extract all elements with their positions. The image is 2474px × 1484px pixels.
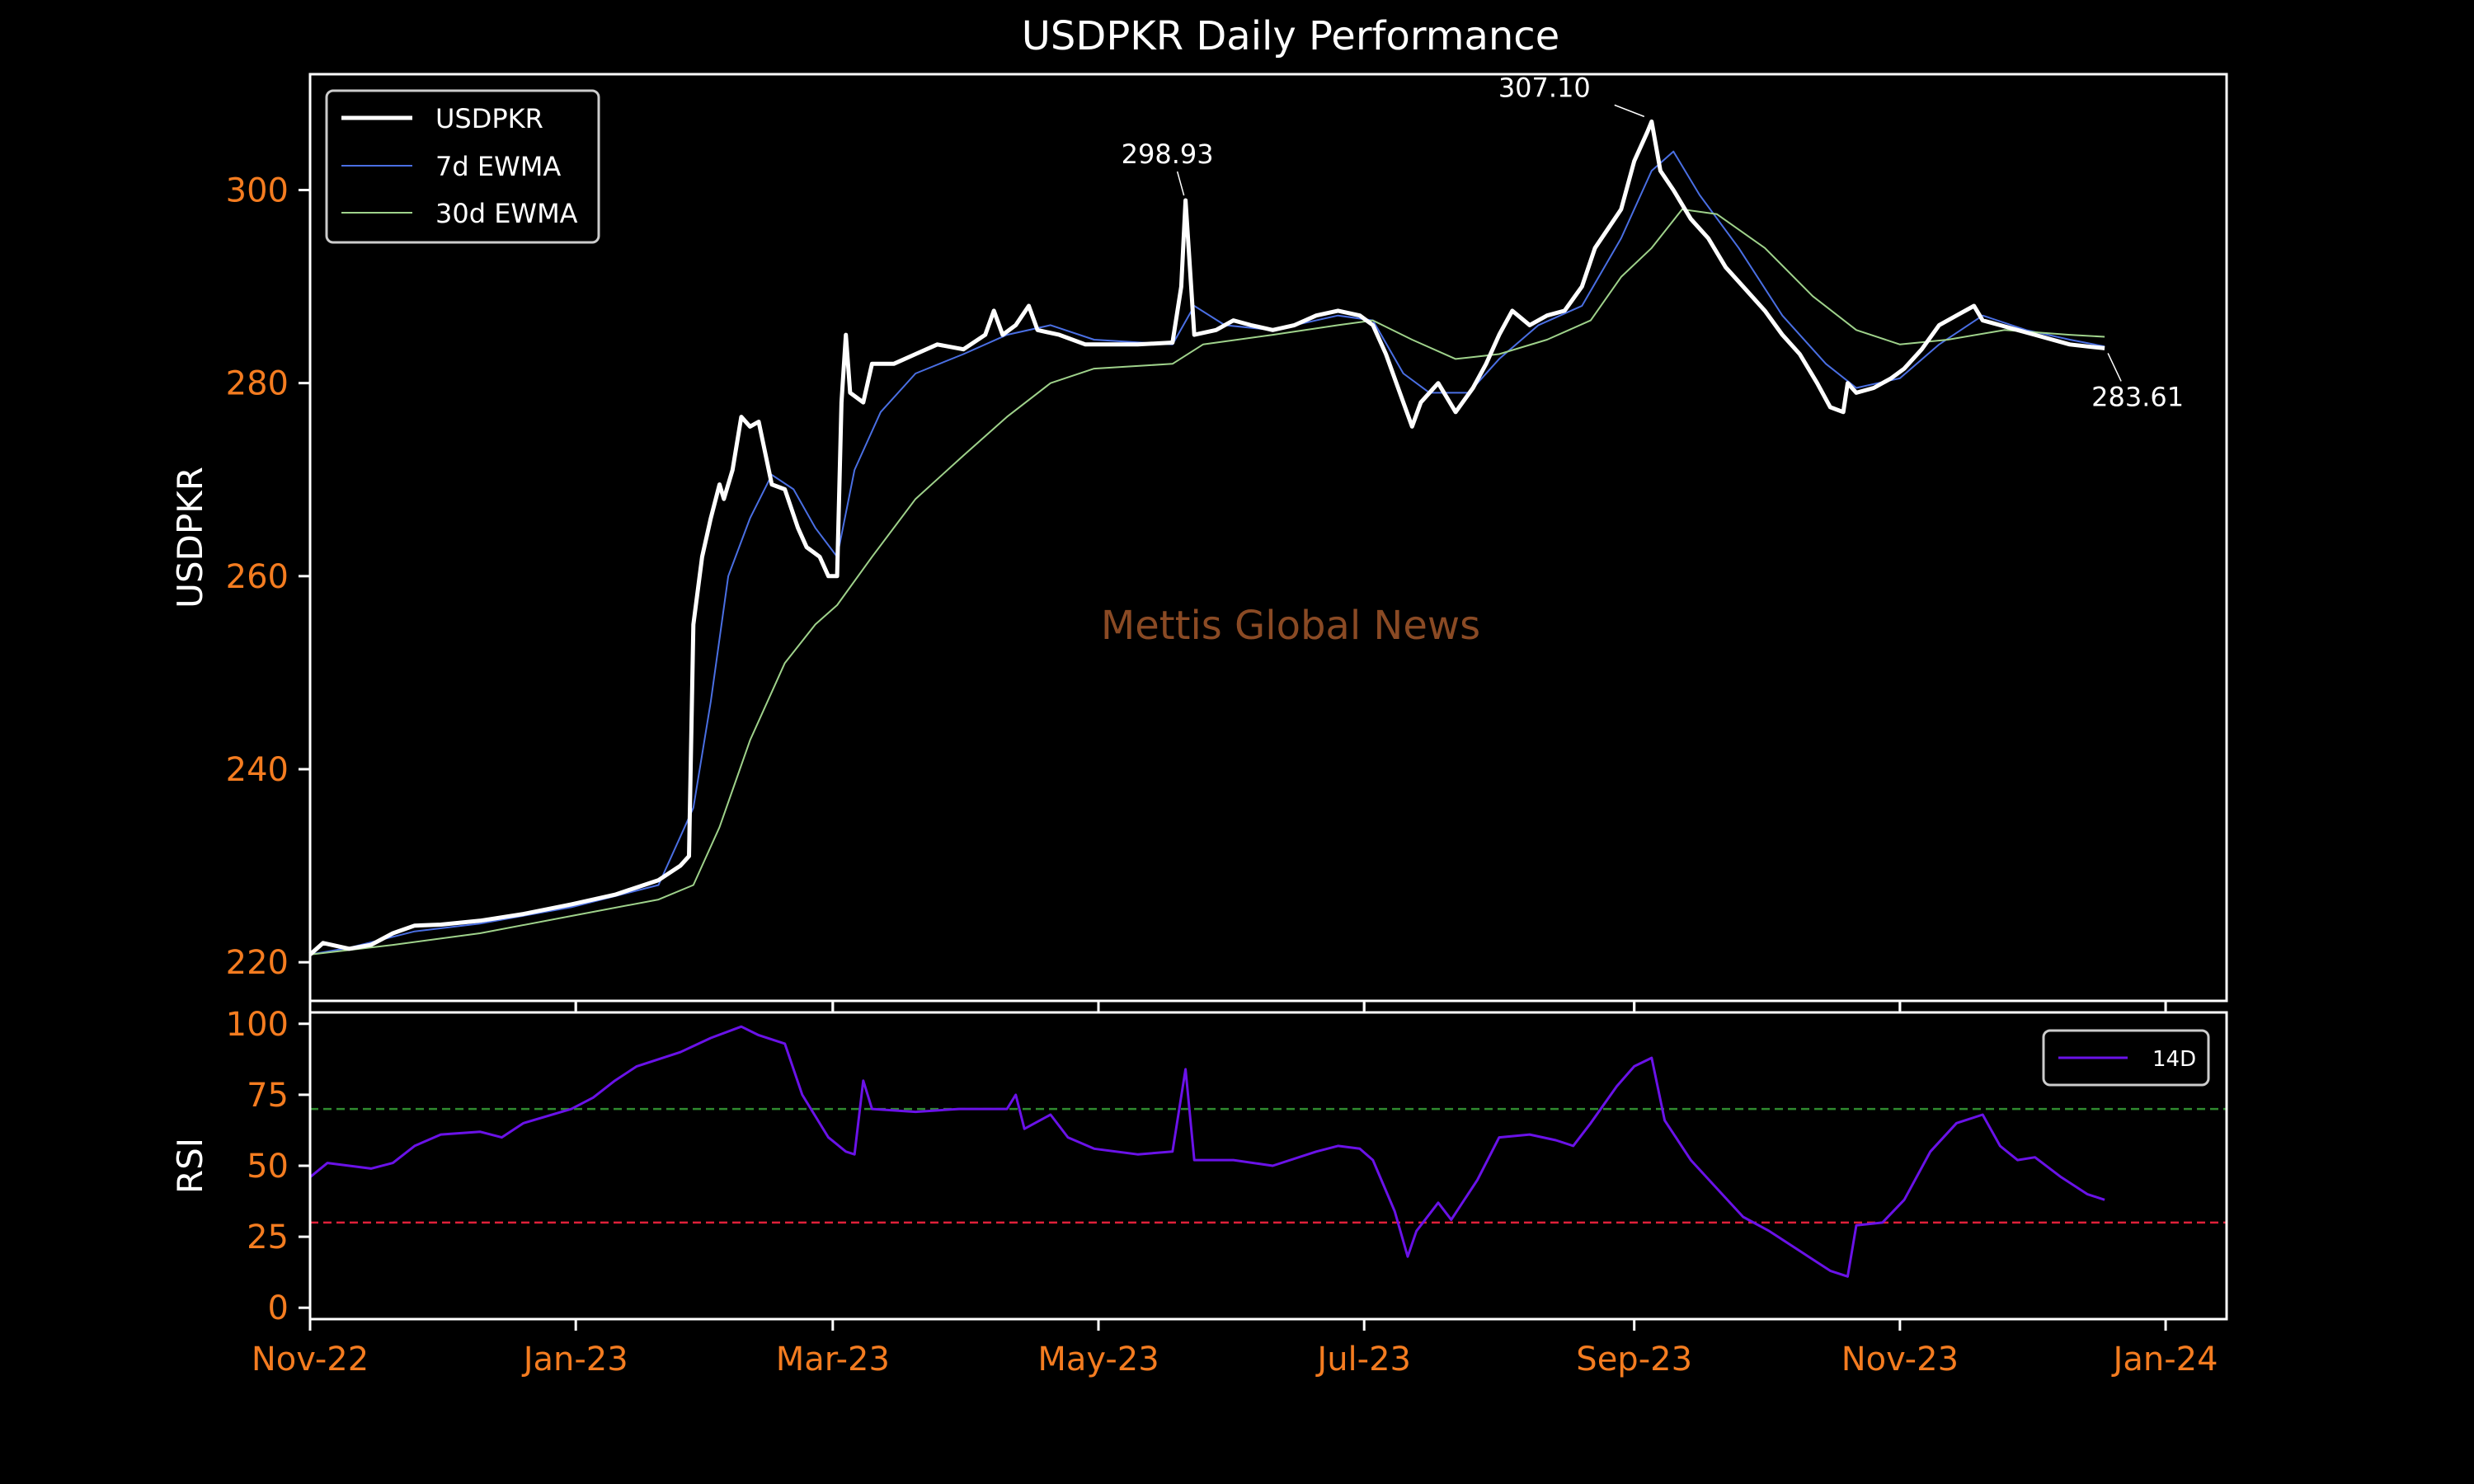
watermark: Mettis Global News <box>1101 603 1480 649</box>
price-y-axis: 220 240 260 280 300 <box>226 172 310 982</box>
y-tick-label: 75 <box>247 1077 289 1115</box>
series-line-usdpkr <box>308 119 2105 956</box>
annotation-leader <box>2107 353 2122 382</box>
x-axis: Nov-22 Jan-23 Mar-23 May-23 Jul-23 Sep-23 Nov-… <box>252 1003 2218 1378</box>
x-tick-label: Jan-23 <box>521 1341 628 1378</box>
legend-label-7d-ewma: 7d EWMA <box>435 151 561 182</box>
legend-label-14d: 14D <box>2152 1047 2196 1072</box>
rsi-panel: 0 25 50 75 100 Nov-22 Jan-23 Mar-23 May-23 Jul-2… <box>170 1003 2228 1378</box>
y-tick-label: 280 <box>226 365 289 403</box>
series-line-14d <box>309 1025 2105 1278</box>
x-tick-label: Sep-23 <box>1576 1341 1692 1378</box>
price-panel: Mettis Global News 298.93 307.10 283.61 22… <box>170 72 2228 1011</box>
rsi-legend: 14D <box>2042 1029 2210 1087</box>
annotation-leader <box>1614 104 1645 118</box>
y-tick-label: 240 <box>226 751 289 789</box>
legend-box <box>325 89 600 244</box>
x-tick-label: Mar-23 <box>776 1341 890 1378</box>
y-tick-label: 50 <box>247 1148 289 1186</box>
rsi-series-group <box>309 1025 2105 1278</box>
y-tick-label: 220 <box>226 944 289 982</box>
price-y-axis-label: USDPKR <box>170 467 210 608</box>
y-tick-label: 0 <box>268 1289 289 1327</box>
price-plot-frame <box>308 73 2228 1003</box>
price-legend: USDPKR 7d EWMA 30d EWMA <box>325 89 600 244</box>
legend-label-usdpkr: USDPKR <box>435 103 543 134</box>
chart-title: USDPKR Daily Performance <box>1022 13 1559 59</box>
rsi-y-axis-label: RSI <box>170 1138 210 1194</box>
legend-label-30d-ewma: 30d EWMA <box>435 198 578 229</box>
price-series-group <box>308 119 2105 956</box>
x-tick-label: Nov-22 <box>252 1341 369 1378</box>
y-tick-label: 25 <box>247 1219 289 1256</box>
x-tick-label: Nov-23 <box>1841 1341 1959 1378</box>
x-tick-label: Jan-24 <box>2111 1341 2218 1378</box>
annotation-group: 298.93 307.10 283.61 <box>1122 72 2184 412</box>
annotation-label: 307.10 <box>1498 72 1591 103</box>
y-tick-label: 300 <box>226 172 289 210</box>
x-tick-label: Jul-23 <box>1315 1341 1411 1378</box>
y-tick-label: 100 <box>226 1006 289 1044</box>
annotation-leader <box>1176 171 1185 196</box>
rsi-y-axis: 0 25 50 75 100 <box>226 1006 310 1327</box>
annotation-label: 298.93 <box>1122 139 1214 170</box>
rsi-reference-lines <box>310 1107 2227 1224</box>
series-line-30d-ewma <box>309 208 2105 956</box>
annotation-label: 283.61 <box>2091 381 2184 412</box>
y-tick-label: 260 <box>226 558 289 596</box>
x-tick-label: May-23 <box>1037 1341 1159 1378</box>
